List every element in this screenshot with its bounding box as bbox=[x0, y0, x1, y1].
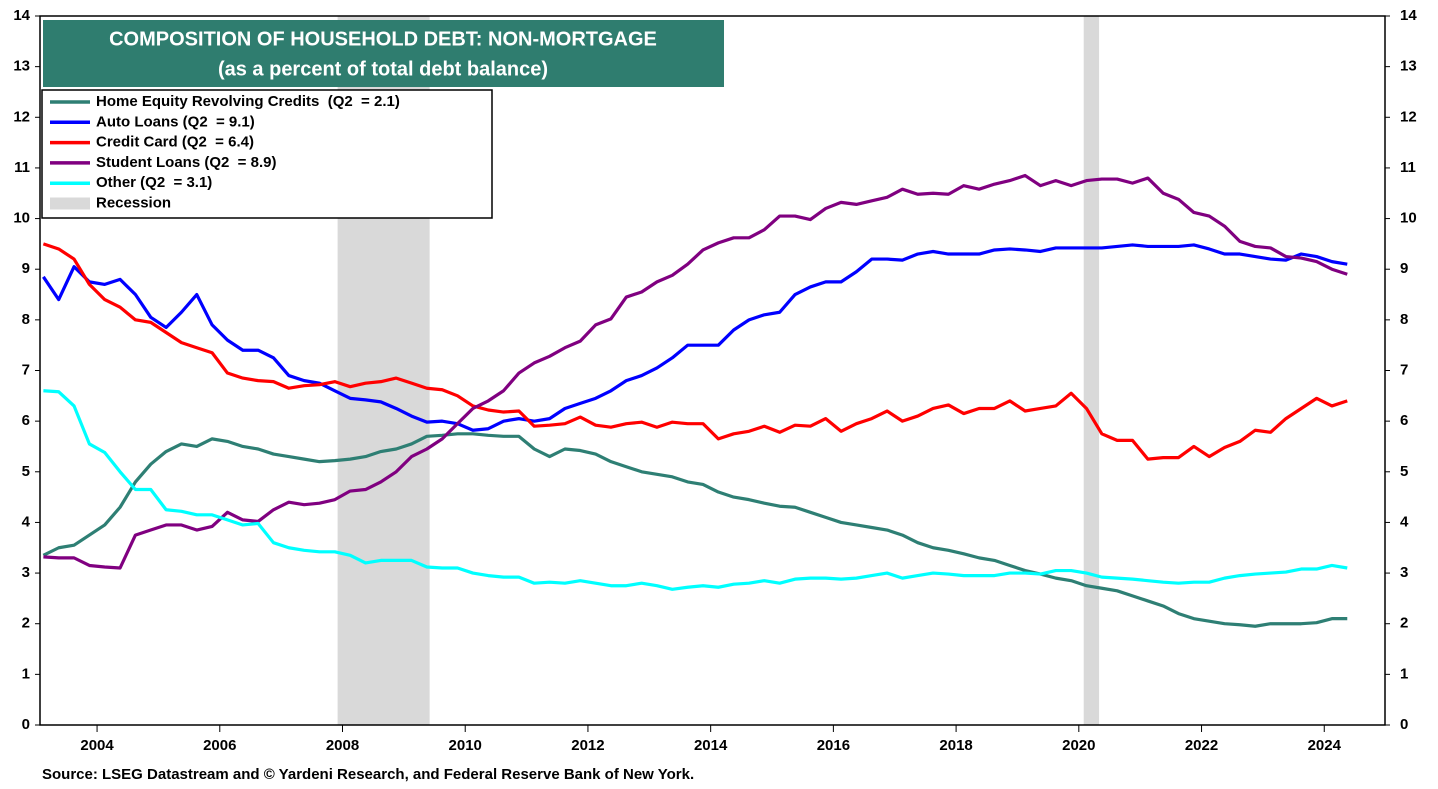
y-tick-label: 9 bbox=[22, 260, 30, 277]
chart-title: COMPOSITION OF HOUSEHOLD DEBT: NON-MORTG… bbox=[109, 28, 657, 50]
y-tick-label: 12 bbox=[13, 108, 30, 125]
legend-swatch bbox=[50, 197, 90, 210]
legend-label: Other (Q2 = 3.1) bbox=[96, 174, 212, 191]
x-tick-label: 2016 bbox=[817, 737, 850, 754]
legend-box bbox=[41, 89, 493, 219]
y-tick-label-right: 5 bbox=[1400, 463, 1408, 480]
source-note: Source: LSEG Datastream and © Yardeni Re… bbox=[42, 766, 694, 783]
y-tick-label: 4 bbox=[22, 513, 31, 530]
y-tick-label-right: 10 bbox=[1400, 210, 1417, 227]
x-tick-label: 2018 bbox=[939, 737, 972, 754]
x-tick-label: 2006 bbox=[203, 737, 236, 754]
y-tick-label-right: 9 bbox=[1400, 260, 1408, 277]
x-tick-label: 2014 bbox=[694, 737, 728, 754]
y-tick-label-right: 7 bbox=[1400, 361, 1408, 378]
y-tick-label-right: 12 bbox=[1400, 108, 1417, 125]
recession-band bbox=[1083, 16, 1100, 725]
y-tick-label: 14 bbox=[13, 7, 30, 24]
x-tick-label: 2008 bbox=[326, 737, 359, 754]
y-tick-label: 13 bbox=[13, 58, 30, 75]
y-tick-label: 5 bbox=[22, 463, 30, 480]
y-tick-label-right: 4 bbox=[1400, 513, 1409, 530]
y-tick-label-right: 14 bbox=[1400, 7, 1417, 24]
x-tick-label: 2010 bbox=[449, 737, 482, 754]
series-line bbox=[43, 389, 1348, 591]
series-line bbox=[42, 432, 1348, 628]
y-tick-label-right: 1 bbox=[1400, 665, 1408, 682]
y-tick-label: 2 bbox=[22, 615, 30, 632]
series-line bbox=[42, 242, 1348, 461]
y-tick-label-right: 2 bbox=[1400, 615, 1408, 632]
series-lines bbox=[42, 173, 1348, 628]
y-tick-label: 11 bbox=[14, 159, 30, 176]
title-box bbox=[43, 20, 724, 87]
y-tick-label: 0 bbox=[22, 716, 30, 733]
legend-label: Student Loans (Q2 = 8.9) bbox=[96, 154, 276, 171]
series-line bbox=[42, 243, 1348, 432]
x-tick-label: 2024 bbox=[1308, 737, 1342, 754]
x-tick-label: 2022 bbox=[1185, 737, 1218, 754]
y-tick-label-right: 13 bbox=[1400, 58, 1417, 75]
legend-label: Auto Loans (Q2 = 9.1) bbox=[96, 113, 255, 130]
legend-label: Recession bbox=[96, 194, 171, 211]
x-tick-label: 2004 bbox=[80, 737, 114, 754]
legend: Home Equity Revolving Credits (Q2 = 2.1)… bbox=[50, 93, 400, 211]
legend-label: Credit Card (Q2 = 6.4) bbox=[96, 134, 254, 151]
y-tick-label: 8 bbox=[22, 311, 30, 328]
y-tick-label-right: 3 bbox=[1400, 564, 1408, 581]
x-tick-label: 2020 bbox=[1062, 737, 1095, 754]
y-tick-label: 3 bbox=[22, 564, 30, 581]
y-tick-label: 1 bbox=[22, 665, 30, 682]
series-line bbox=[43, 173, 1348, 570]
chart-subtitle: (as a percent of total debt balance) bbox=[218, 58, 548, 80]
y-tick-label-right: 6 bbox=[1400, 412, 1408, 429]
y-tick-label-right: 8 bbox=[1400, 311, 1408, 328]
y-tick-label: 6 bbox=[22, 412, 30, 429]
y-tick-label: 7 bbox=[22, 361, 30, 378]
x-tick-label: 2012 bbox=[571, 737, 604, 754]
y-tick-label: 10 bbox=[13, 210, 30, 227]
legend-label: Home Equity Revolving Credits (Q2 = 2.1) bbox=[96, 93, 400, 110]
y-tick-label-right: 0 bbox=[1400, 716, 1408, 733]
y-tick-label-right: 11 bbox=[1400, 159, 1416, 176]
